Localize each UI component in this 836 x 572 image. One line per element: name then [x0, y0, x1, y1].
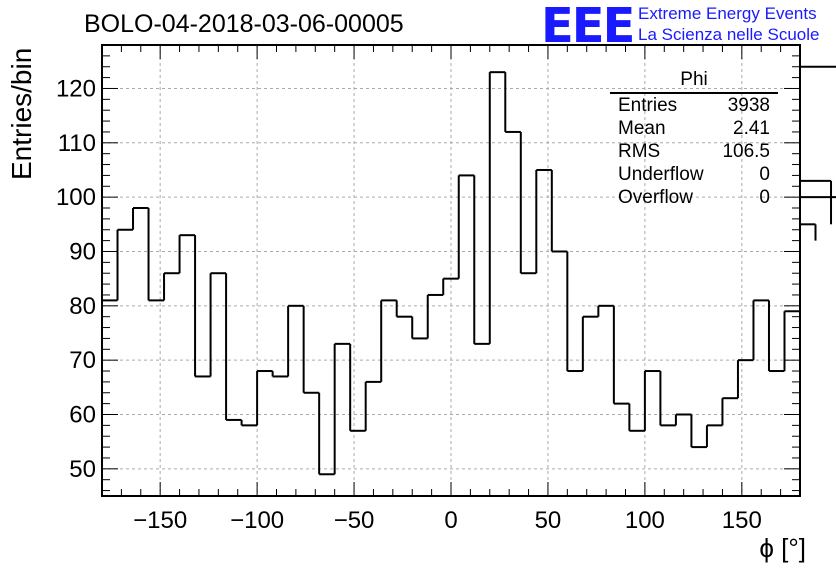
y-tick-label: 120 [56, 75, 96, 102]
y-tick-label: 70 [69, 347, 96, 374]
x-tick-label: −50 [334, 507, 375, 534]
x-tick-label: 150 [722, 507, 762, 534]
stats-label: Entries [618, 95, 678, 116]
stats-title: Phi [610, 70, 778, 94]
stats-label: Mean [618, 118, 666, 139]
y-tick-label: 50 [69, 456, 96, 483]
x-tick-label: 100 [625, 507, 665, 534]
stats-label: Underflow [618, 164, 704, 185]
grid-layer [102, 45, 800, 496]
stats-value: 2.41 [733, 118, 770, 139]
stats-value: 0 [759, 187, 770, 208]
stats-label: RMS [618, 141, 661, 162]
stats-row: Entries 3938 [610, 94, 778, 117]
y-tick-label: 100 [56, 184, 96, 211]
x-tick-label: −150 [133, 507, 187, 534]
stats-row: Underflow 0 [610, 163, 778, 186]
y-tick-label: 60 [69, 401, 96, 428]
x-axis-label: ϕ [°] [759, 533, 806, 563]
stats-row: RMS 106.5 [610, 140, 778, 163]
stats-row: Mean 2.41 [610, 117, 778, 140]
stats-value: 106.5 [722, 141, 770, 162]
y-tick-label: 80 [69, 293, 96, 320]
x-tick-label: 50 [535, 507, 562, 534]
y-axis-label: Entries/bin [6, 47, 37, 180]
eee-logo: EEE [541, 0, 635, 54]
axis-layer: −150 −100 −50 0 50 100 150 50 60 70 80 90 100 110 120 [56, 44, 801, 534]
stats-value: 0 [759, 164, 770, 185]
stats-row: Overflow 0 [610, 186, 778, 209]
x-tick-label: −100 [230, 507, 284, 534]
x-tick-label: 0 [444, 507, 457, 534]
logo-subtitle-1: Extreme Energy Events [638, 4, 817, 23]
chart-title: BOLO-04-2018-03-06-00005 [84, 10, 404, 38]
y-tick-label: 110 [58, 130, 96, 157]
histogram-layer [101, 65, 836, 496]
stats-label: Overflow [618, 187, 693, 208]
stats-box: Phi Entries 3938 Mean 2.41 RMS 106.5 Underf… [610, 70, 778, 209]
logo-subtitle-2: La Scienza nelle Scuole [638, 25, 820, 44]
y-tick-label: 90 [69, 238, 96, 265]
stats-value: 3938 [727, 95, 770, 116]
